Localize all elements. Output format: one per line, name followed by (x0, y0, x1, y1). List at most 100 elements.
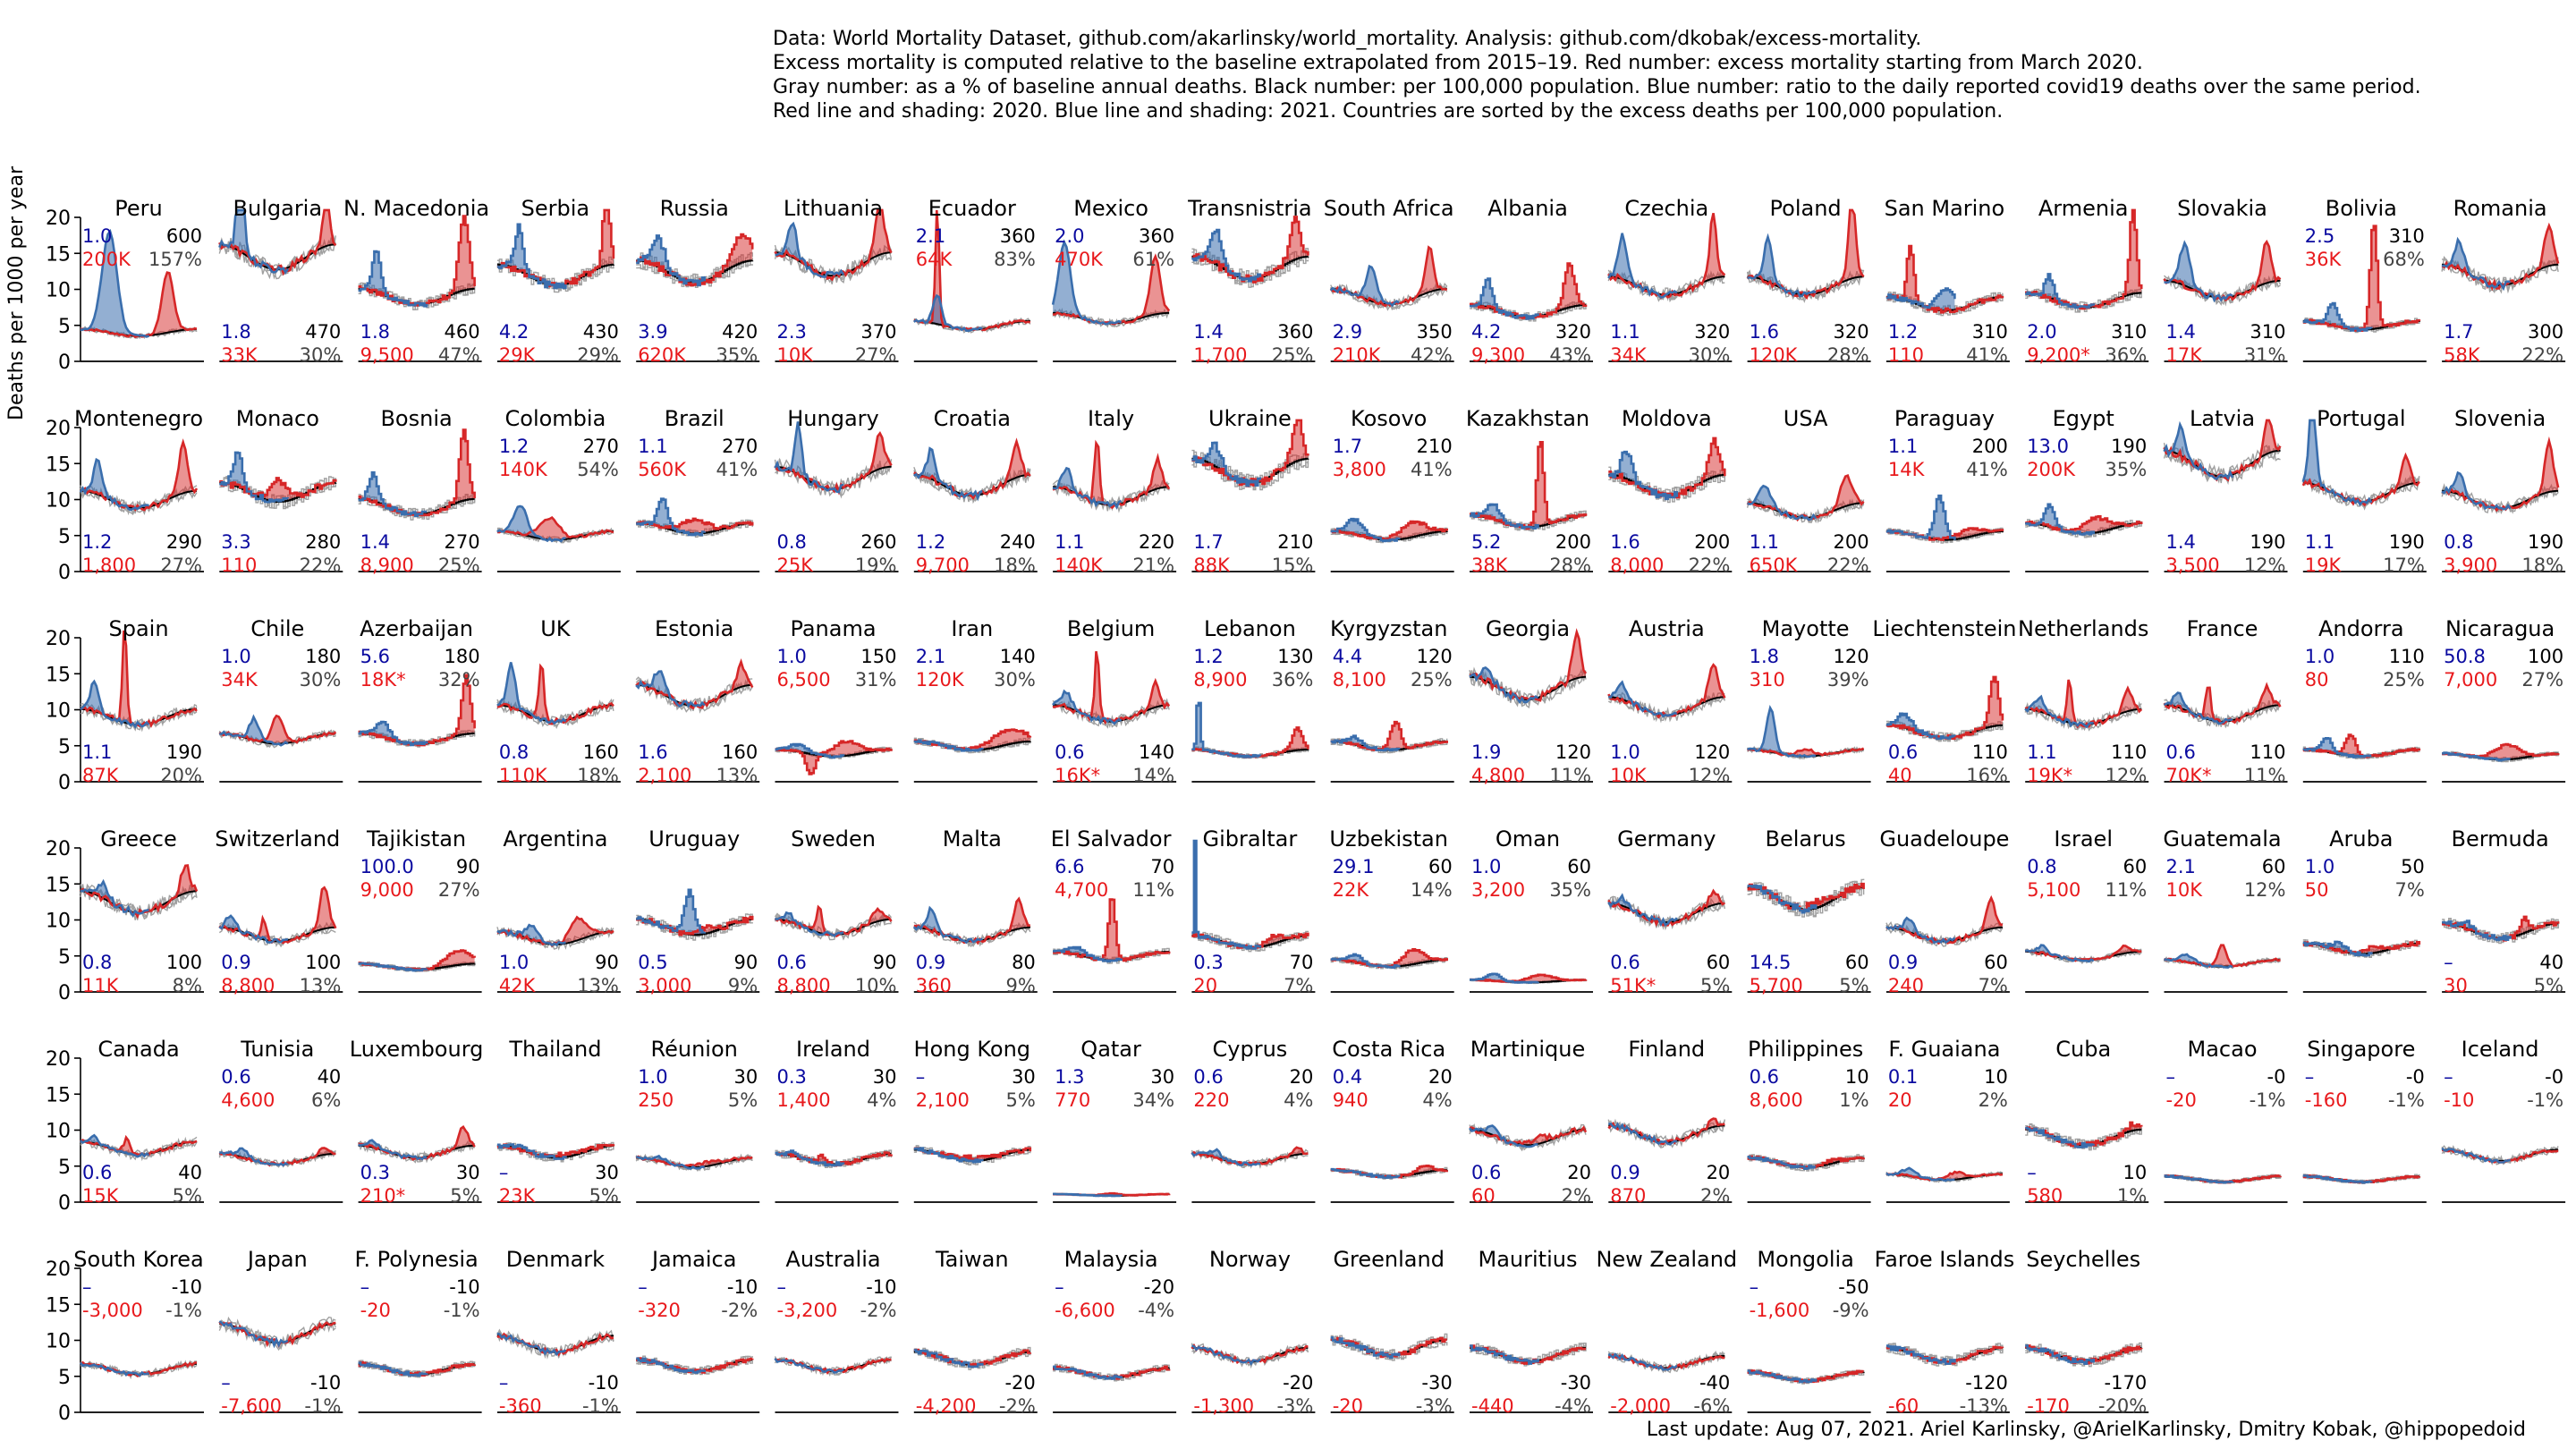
panel-title: France (2187, 616, 2258, 641)
panel-title: Luxembourg (350, 1037, 484, 1062)
per-100k-value: 180 (305, 646, 341, 667)
series-2021-line (775, 221, 845, 278)
per-100k-value: 200 (1834, 531, 1869, 553)
excess-deaths-value: 9,200* (2027, 344, 2090, 366)
per-100k-value: 190 (2250, 531, 2285, 553)
per-100k-value: 120 (1417, 646, 1453, 667)
covid-ratio-value: 0.9 (1888, 952, 1918, 973)
covid-ratio-value: 0.6 (777, 952, 807, 973)
y-tick-label: 5 (58, 946, 71, 969)
series-2021-line (1747, 1156, 1817, 1170)
panel-title: Macao (2188, 1037, 2258, 1062)
series-2021-line (2442, 751, 2511, 762)
series-2021-line (1051, 239, 1123, 326)
panel-title: Nicaragua (2445, 616, 2555, 641)
panel-kazakhstan: Kazakhstan 5.2 200 38K 28% (1466, 406, 1593, 576)
y-tick-label: 10 (46, 911, 71, 933)
baseline-year-line (218, 237, 336, 280)
panel-title: USA (1784, 406, 1828, 431)
excess-2020-shading (219, 478, 336, 503)
panel-australia: Australia – -10 -3,200 -2% (774, 1247, 899, 1413)
panel-title: Malaysia (1064, 1247, 1158, 1272)
covid-ratio-value: 1.1 (2305, 531, 2334, 553)
excess-deaths-value: 240 (1888, 975, 1924, 996)
y-tick-label: 10 (46, 490, 71, 513)
panel-canada: Canada 0.6 40 15K 5% (80, 1037, 204, 1207)
excess-2020-shading (1885, 528, 2003, 540)
y-axis-row-3: 0 5 10 15 20 (46, 628, 81, 794)
per-100k-value: 40 (318, 1066, 342, 1088)
percent-baseline-value: 28% (1827, 344, 1869, 366)
percent-baseline-value: 10% (855, 975, 897, 996)
covid-ratio-value: 4.4 (1333, 646, 1362, 667)
panel-liechtenstein: Liechtenstein 0.6 110 40 16% (1872, 616, 2016, 786)
excess-deaths-value: 80 (2305, 669, 2329, 691)
excess-2020-shading (1608, 213, 1725, 298)
panel-title: Finland (1628, 1037, 1705, 1062)
percent-baseline-value: -1% (582, 1395, 619, 1417)
excess-deaths-value: 8,800 (777, 975, 831, 996)
covid-ratio-value: – (2027, 1162, 2037, 1183)
per-100k-value: 60 (1428, 856, 1453, 877)
panel-colombia: Colombia 1.2 270 140K 54% (496, 406, 621, 572)
series-2020-line (2025, 515, 2143, 533)
percent-baseline-value: -13% (1960, 1395, 2008, 1417)
covid-ratio-value: 1.9 (1471, 741, 1501, 763)
series-2021-line (219, 714, 289, 747)
panel-title: Taiwan (935, 1247, 1009, 1272)
series-2021-line (2441, 236, 2511, 292)
covid-ratio-value: 1.4 (2166, 531, 2196, 553)
percent-baseline-value: 27% (2521, 669, 2563, 691)
excess-deaths-value: -170 (2027, 1395, 2070, 1417)
percent-baseline-value: 36% (1272, 669, 1314, 691)
covid-ratio-value: 0.8 (777, 531, 807, 553)
excess-deaths-value: 3,900 (2444, 555, 2497, 576)
per-100k-value: 190 (2528, 531, 2563, 553)
panel-title: Chile (250, 616, 304, 641)
series-2021-line (774, 1357, 844, 1375)
baseline-year-line (774, 912, 893, 941)
series-2021-line (913, 446, 983, 502)
percent-baseline-value: 1% (2117, 1185, 2147, 1207)
panel-title: Latvia (2190, 406, 2255, 431)
excess-deaths-value: 87K (82, 765, 120, 786)
header-line-excess: Excess mortality is computed relative to… (773, 52, 2143, 74)
series-2021-line (1885, 494, 1956, 540)
y-tick-label: 10 (46, 700, 71, 723)
percent-baseline-value: 5% (1700, 975, 1730, 996)
excess-2021-shading (2025, 945, 2094, 962)
series-2021-line (218, 914, 289, 944)
series-2021-line (1885, 712, 1956, 741)
covid-ratio-value: 4.2 (1471, 321, 1501, 343)
panel-n-macedonia: N. Macedonia 1.8 460 9,500 47% (343, 196, 489, 366)
excess-deaths-value: 33K (221, 344, 258, 366)
excess-2020-shading (358, 1126, 475, 1160)
panel-denmark: Denmark – -10 -360 -1% (496, 1247, 621, 1417)
covid-ratio-value: 1.2 (916, 531, 945, 553)
percent-baseline-value: 34% (1132, 1089, 1174, 1111)
series-2021-line (1607, 233, 1678, 299)
panel-title: Colombia (505, 406, 606, 431)
excess-2020-shading (496, 917, 614, 946)
per-100k-value: 30 (1150, 1066, 1174, 1088)
excess-deaths-value: 650K (1750, 555, 1799, 576)
per-100k-value: 40 (2539, 952, 2563, 973)
percent-baseline-value: 25% (1411, 669, 1453, 691)
percent-baseline-value: 13% (716, 765, 758, 786)
excess-deaths-value: 1,800 (82, 555, 136, 576)
panel-montenegro: Montenegro 1.2 290 1,800 27% (74, 406, 204, 576)
series-2021-line (496, 1143, 567, 1160)
series-2020-line (1191, 1146, 1309, 1166)
per-100k-value: 110 (1972, 741, 2008, 763)
series-2020-line (913, 728, 1032, 751)
panel-qatar: Qatar 1.3 30 770 34% (1053, 1037, 1177, 1203)
percent-baseline-value: 30% (1689, 344, 1731, 366)
covid-ratio-value: – (1055, 1276, 1064, 1298)
panel-lebanon: Lebanon 1.2 130 8,900 36% (1191, 616, 1316, 783)
excess-deaths-value: 17K (2166, 344, 2204, 366)
per-100k-value: 160 (722, 741, 758, 763)
excess-deaths-value: 16K* (1055, 765, 1100, 786)
excess-2020-shading (219, 1148, 336, 1165)
covid-ratio-value: 0.8 (499, 741, 529, 763)
excess-deaths-value: -20 (1333, 1395, 1363, 1417)
